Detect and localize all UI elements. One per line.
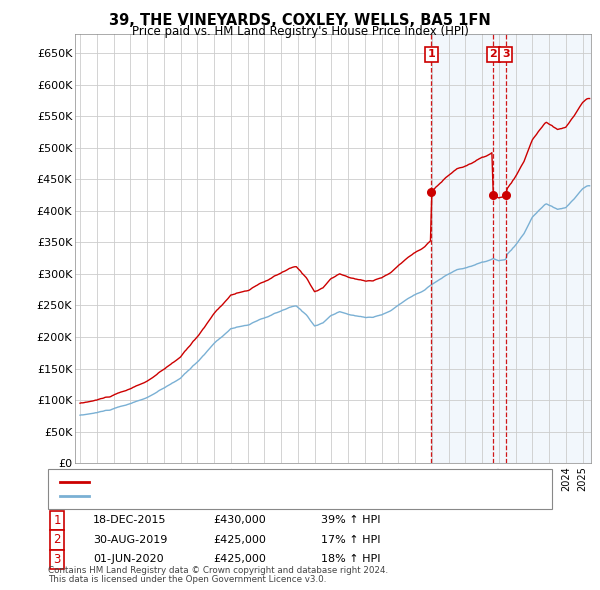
Text: 2: 2 bbox=[53, 533, 61, 546]
Text: 30-AUG-2019: 30-AUG-2019 bbox=[93, 535, 167, 545]
Text: 18% ↑ HPI: 18% ↑ HPI bbox=[321, 555, 380, 564]
Bar bbox=[431, 34, 591, 463]
Text: 3: 3 bbox=[53, 553, 61, 566]
Text: Price paid vs. HM Land Registry's House Price Index (HPI): Price paid vs. HM Land Registry's House … bbox=[131, 25, 469, 38]
Text: 39, THE VINEYARDS, COXLEY, WELLS, BA5 1FN (detached house): 39, THE VINEYARDS, COXLEY, WELLS, BA5 1F… bbox=[93, 477, 448, 487]
Text: £425,000: £425,000 bbox=[213, 555, 266, 564]
Text: £425,000: £425,000 bbox=[213, 535, 266, 545]
Text: 3: 3 bbox=[502, 50, 509, 60]
Text: 1: 1 bbox=[53, 514, 61, 527]
Text: 39% ↑ HPI: 39% ↑ HPI bbox=[321, 516, 380, 525]
Text: 39, THE VINEYARDS, COXLEY, WELLS, BA5 1FN: 39, THE VINEYARDS, COXLEY, WELLS, BA5 1F… bbox=[109, 13, 491, 28]
Text: HPI: Average price, detached house, Somerset: HPI: Average price, detached house, Some… bbox=[93, 491, 348, 500]
Text: 01-JUN-2020: 01-JUN-2020 bbox=[93, 555, 164, 564]
Text: 17% ↑ HPI: 17% ↑ HPI bbox=[321, 535, 380, 545]
Text: 18-DEC-2015: 18-DEC-2015 bbox=[93, 516, 167, 525]
Text: 2: 2 bbox=[489, 50, 497, 60]
Text: 1: 1 bbox=[427, 50, 435, 60]
Text: This data is licensed under the Open Government Licence v3.0.: This data is licensed under the Open Gov… bbox=[48, 575, 326, 584]
Text: Contains HM Land Registry data © Crown copyright and database right 2024.: Contains HM Land Registry data © Crown c… bbox=[48, 566, 388, 575]
Text: £430,000: £430,000 bbox=[213, 516, 266, 525]
